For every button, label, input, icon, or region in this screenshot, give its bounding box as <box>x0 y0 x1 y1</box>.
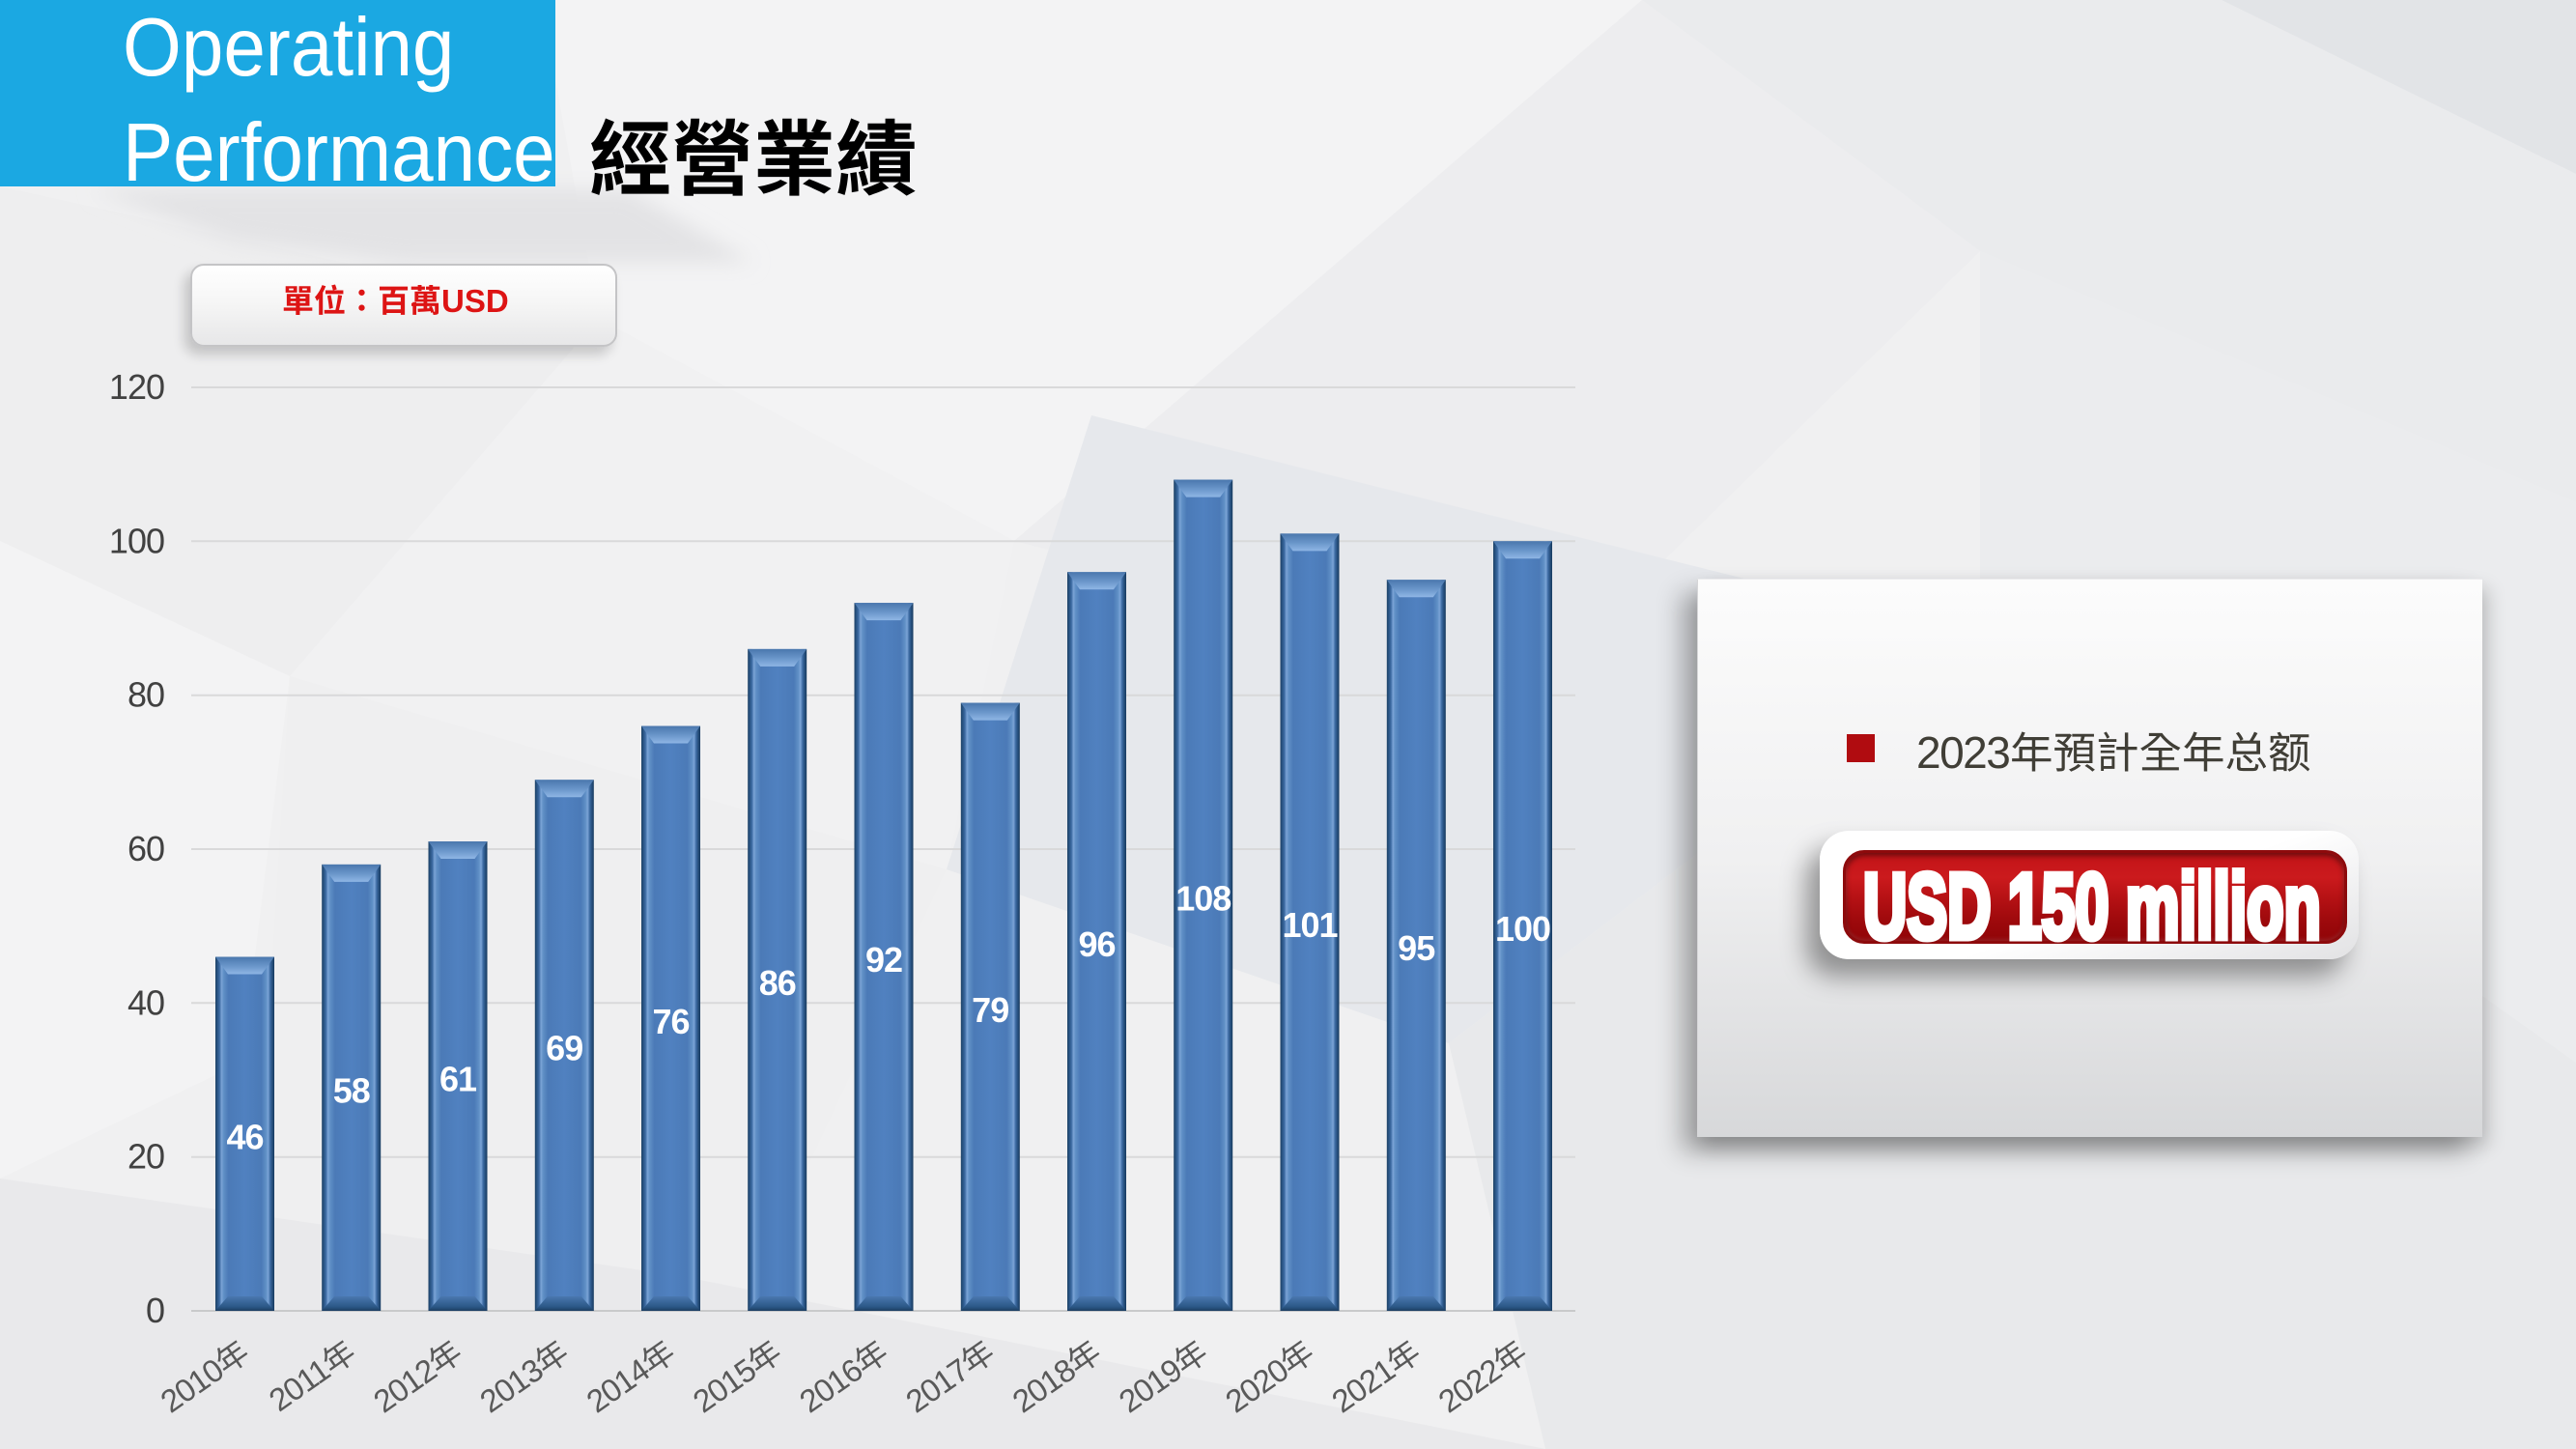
svg-text:2023: 2023 <box>1916 727 2009 778</box>
svg-text:40: 40 <box>127 982 164 1022</box>
svg-text:101: 101 <box>1282 905 1338 945</box>
svg-text:108: 108 <box>1175 878 1231 918</box>
svg-text:20: 20 <box>127 1137 164 1177</box>
svg-text:86: 86 <box>759 963 796 1003</box>
svg-text:92: 92 <box>865 940 902 980</box>
svg-text:76: 76 <box>652 1002 689 1041</box>
svg-text:100: 100 <box>1495 909 1550 949</box>
svg-text:120: 120 <box>109 367 164 407</box>
svg-text:58: 58 <box>333 1071 370 1111</box>
svg-text:95: 95 <box>1398 928 1435 968</box>
svg-text:80: 80 <box>127 675 164 715</box>
svg-text:100: 100 <box>109 521 164 560</box>
svg-text:79: 79 <box>972 990 1008 1030</box>
svg-text:96: 96 <box>1078 924 1115 964</box>
svg-text:69: 69 <box>546 1029 582 1068</box>
svg-text:61: 61 <box>439 1060 477 1099</box>
svg-text:USD: USD <box>441 283 509 319</box>
svg-text:0: 0 <box>146 1291 164 1330</box>
svg-text:46: 46 <box>226 1117 263 1156</box>
svg-text:60: 60 <box>127 829 164 868</box>
